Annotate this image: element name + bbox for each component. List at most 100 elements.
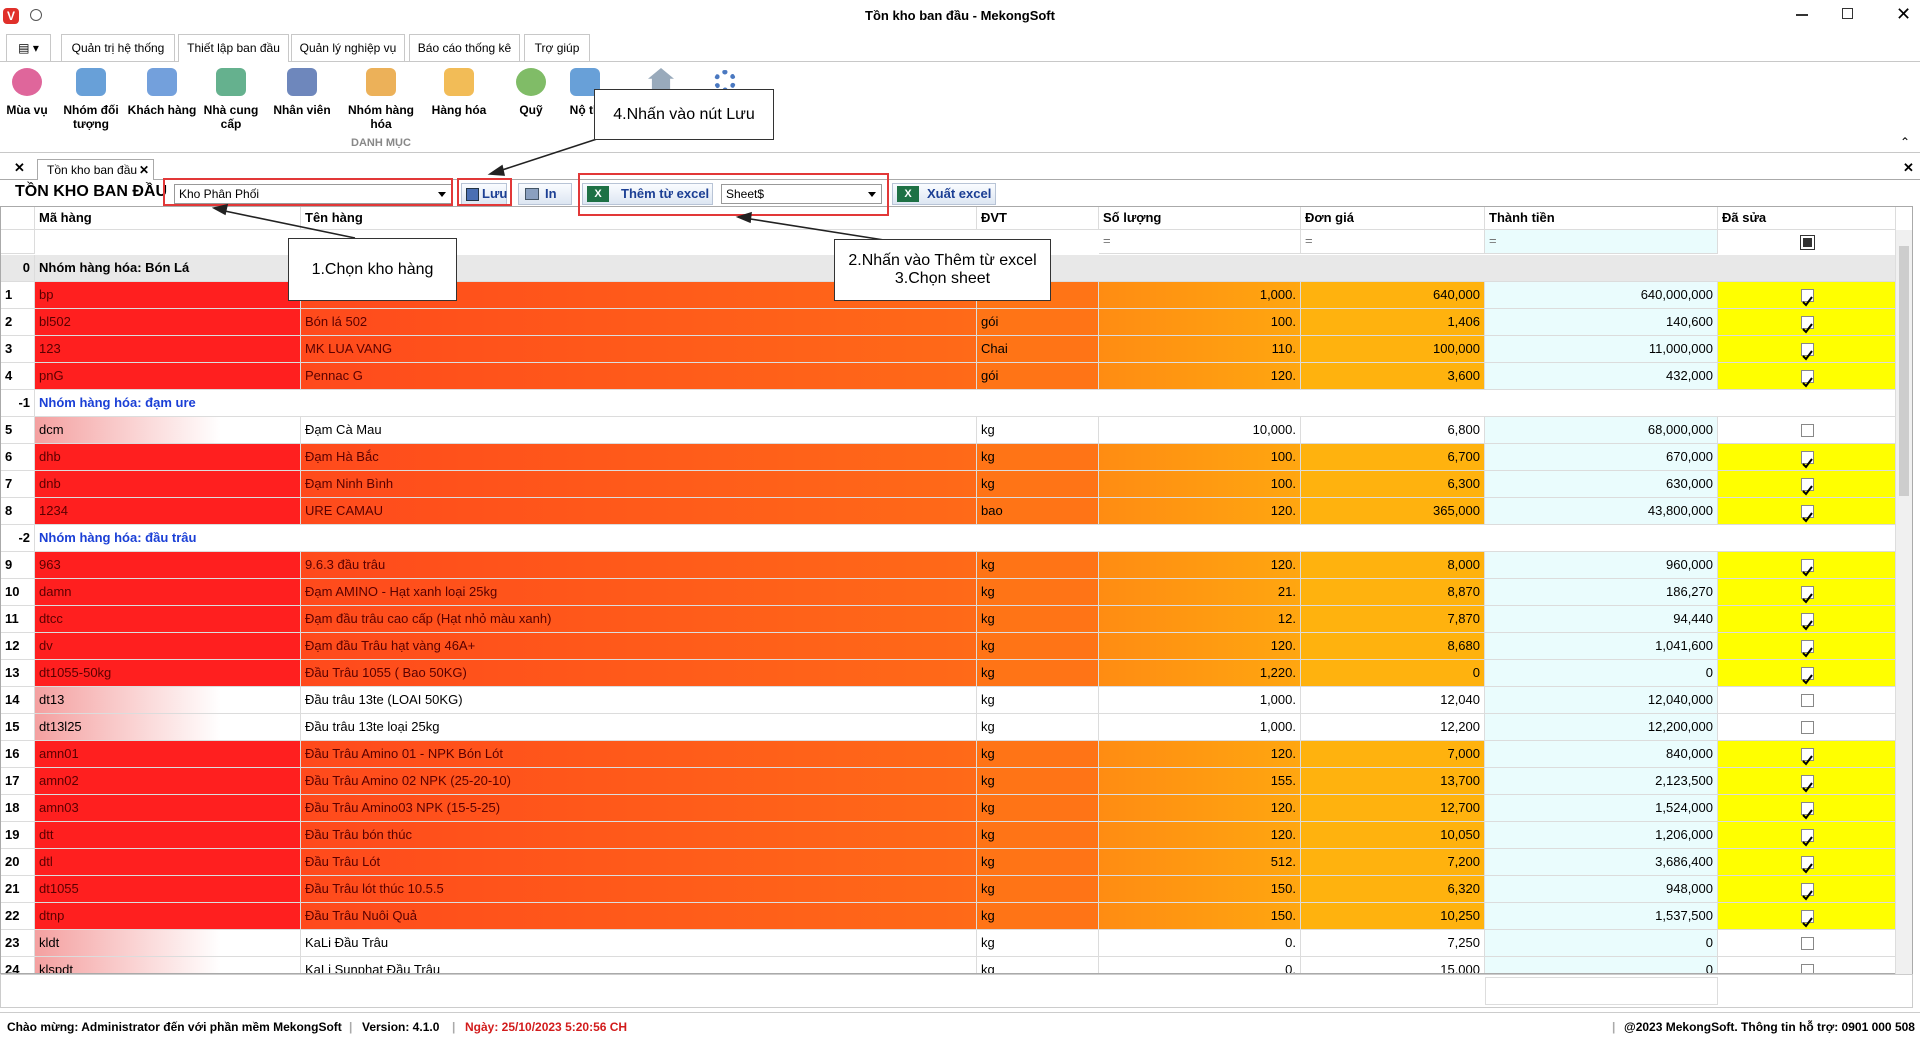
vertical-scrollbar[interactable] <box>1895 230 1912 974</box>
cell-qty[interactable]: 1,000. <box>1099 714 1301 741</box>
cell-qty[interactable]: 120. <box>1099 633 1301 660</box>
cell-qty[interactable]: 0. <box>1099 957 1301 973</box>
cell-price[interactable]: 365,000 <box>1301 498 1485 525</box>
edited-cell[interactable] <box>1718 687 1896 714</box>
cell-name[interactable]: Đầu Trâu 1055 ( Bao 50KG) <box>301 660 977 687</box>
edited-cell[interactable] <box>1718 498 1896 525</box>
column-header[interactable]: Thành tiền <box>1485 207 1718 230</box>
cell-price[interactable]: 3,600 <box>1301 363 1485 390</box>
menu-tab[interactable]: Thiết lập ban đầu <box>178 34 289 62</box>
cell-total[interactable]: 43,800,000 <box>1485 498 1718 525</box>
cell-no[interactable]: 3 <box>1 336 35 363</box>
cell-no[interactable]: 7 <box>1 471 35 498</box>
cell-unit[interactable]: kg <box>977 876 1099 903</box>
data-row[interactable]: 19 dtt Đầu Trâu bón thúc kg 120. 10,050 1,206,… <box>1 822 1896 849</box>
data-row[interactable]: 24 klspdt KaLi Sunphat Đầu Trâu kg 0. 15,000 0 <box>1 957 1896 973</box>
print-button[interactable]: In <box>518 183 572 205</box>
cell-code[interactable]: amn01 <box>35 741 301 768</box>
cell-code[interactable]: dhb <box>35 444 301 471</box>
cell-qty[interactable]: 120. <box>1099 552 1301 579</box>
minimize-button[interactable] <box>1796 14 1808 16</box>
cell-price[interactable]: 0 <box>1301 660 1485 687</box>
edited-cell[interactable] <box>1718 552 1896 579</box>
cell-no[interactable]: 13 <box>1 660 35 687</box>
cell-name[interactable]: Đạm đầu Trâu hạt vàng 46A+ <box>301 633 977 660</box>
ribbon-icon[interactable] <box>287 68 317 96</box>
data-row[interactable]: 13 dt1055-50kg Đầu Trâu 1055 ( Bao 50KG) kg… <box>1 660 1896 687</box>
cell-code[interactable]: klspdt <box>35 957 301 973</box>
ribbon-button-label[interactable]: Hàng hóa <box>431 103 487 117</box>
cell-code[interactable]: amn02 <box>35 768 301 795</box>
edited-cell[interactable] <box>1718 309 1896 336</box>
cell-unit[interactable]: kg <box>977 822 1099 849</box>
cell-qty[interactable]: 21. <box>1099 579 1301 606</box>
ribbon-button-label[interactable]: Quỹ <box>519 103 543 117</box>
data-row[interactable]: 10 damn Đạm AMINO - Hạt xanh loại 25kg kg 21… <box>1 579 1896 606</box>
edited-cell[interactable] <box>1718 606 1896 633</box>
edited-checkbox[interactable] <box>1800 478 1814 496</box>
group-index[interactable]: 0 <box>1 255 35 282</box>
data-row[interactable]: 3 123 MK LUA VANG Chai 110. 100,000 11,000,000 <box>1 336 1896 363</box>
cell-code[interactable]: dtcc <box>35 606 301 633</box>
cell-no[interactable]: 12 <box>1 633 35 660</box>
edited-checkbox[interactable] <box>1800 559 1814 577</box>
cell-name[interactable]: Đạm Hà Bắc <box>301 444 977 471</box>
edited-checkbox[interactable] <box>1800 883 1814 901</box>
cell-qty[interactable]: 155. <box>1099 768 1301 795</box>
cell-name[interactable]: Đầu Trâu Amino03 NPK (15-5-25) <box>301 795 977 822</box>
cell-price[interactable]: 7,000 <box>1301 741 1485 768</box>
cell-unit[interactable]: kg <box>977 579 1099 606</box>
restore-button[interactable] <box>1842 8 1853 19</box>
ribbon-icon[interactable] <box>444 68 474 96</box>
cell-name[interactable]: URE CAMAU <box>301 498 977 525</box>
cell-total[interactable]: 0 <box>1485 930 1718 957</box>
cell-name[interactable]: Đầu Trâu Amino 02 NPK (25-20-10) <box>301 768 977 795</box>
cell-price[interactable]: 12,040 <box>1301 687 1485 714</box>
cell-unit[interactable]: bao <box>977 498 1099 525</box>
menu-tab[interactable]: Báo cáo thống kê <box>409 34 520 61</box>
edited-cell[interactable] <box>1718 471 1896 498</box>
cell-name[interactable]: Bón lá 502 <box>301 309 977 336</box>
data-row[interactable]: 7 dnb Đạm Ninh Bình kg 100. 6,300 630,000 <box>1 471 1896 498</box>
cell-total[interactable]: 0 <box>1485 957 1718 973</box>
ribbon-button-label[interactable]: Nhà cung cấp <box>203 103 259 131</box>
cell-total[interactable]: 12,200,000 <box>1485 714 1718 741</box>
cell-qty[interactable]: 12. <box>1099 606 1301 633</box>
edited-cell[interactable] <box>1718 579 1896 606</box>
cell-name[interactable]: KaLi Đầu Trâu <box>301 930 977 957</box>
cell-name[interactable]: Pennac G <box>301 363 977 390</box>
cell-price[interactable]: 1,406 <box>1301 309 1485 336</box>
cell-code[interactable]: dv <box>35 633 301 660</box>
cell-code[interactable]: 963 <box>35 552 301 579</box>
cell-qty[interactable]: 150. <box>1099 903 1301 930</box>
edited-checkbox[interactable] <box>1800 316 1814 334</box>
document-tab[interactable]: Tồn kho ban đầu ✕ <box>37 159 154 180</box>
cell-unit[interactable]: kg <box>977 795 1099 822</box>
cell-no[interactable]: 18 <box>1 795 35 822</box>
sheet-combo[interactable]: Sheet$ <box>721 184 882 204</box>
edited-checkbox[interactable] <box>1800 802 1814 820</box>
cell-total[interactable]: 68,000,000 <box>1485 417 1718 444</box>
edited-cell[interactable] <box>1718 795 1896 822</box>
edited-checkbox[interactable] <box>1800 829 1814 847</box>
cell-name[interactable]: Đầu Trâu Amino 01 - NPK Bón Lót <box>301 741 977 768</box>
cell-code[interactable]: dt1055-50kg <box>35 660 301 687</box>
ribbon-icon[interactable] <box>516 68 546 96</box>
cell-qty[interactable]: 120. <box>1099 822 1301 849</box>
cell-qty[interactable]: 1,000. <box>1099 282 1301 309</box>
edited-cell[interactable] <box>1718 876 1896 903</box>
cell-total[interactable]: 3,686,400 <box>1485 849 1718 876</box>
cell-code[interactable]: dt13l25 <box>35 714 301 741</box>
edited-checkbox[interactable] <box>1800 964 1814 973</box>
cell-no[interactable]: 2 <box>1 309 35 336</box>
cell-name[interactable]: Đạm AMINO - Hạt xanh loại 25kg <box>301 579 977 606</box>
cell-unit[interactable]: kg <box>977 444 1099 471</box>
edited-cell[interactable] <box>1718 822 1896 849</box>
ribbon-button-label[interactable]: Khách hàng <box>127 103 197 117</box>
column-header[interactable]: Đơn giá <box>1301 207 1485 230</box>
cell-name[interactable]: Đầu Trâu Lót <box>301 849 977 876</box>
cell-unit[interactable]: kg <box>977 849 1099 876</box>
quick-menu[interactable]: ▤ ▾ <box>6 34 51 61</box>
cell-name[interactable]: KaLi Sunphat Đầu Trâu <box>301 957 977 973</box>
